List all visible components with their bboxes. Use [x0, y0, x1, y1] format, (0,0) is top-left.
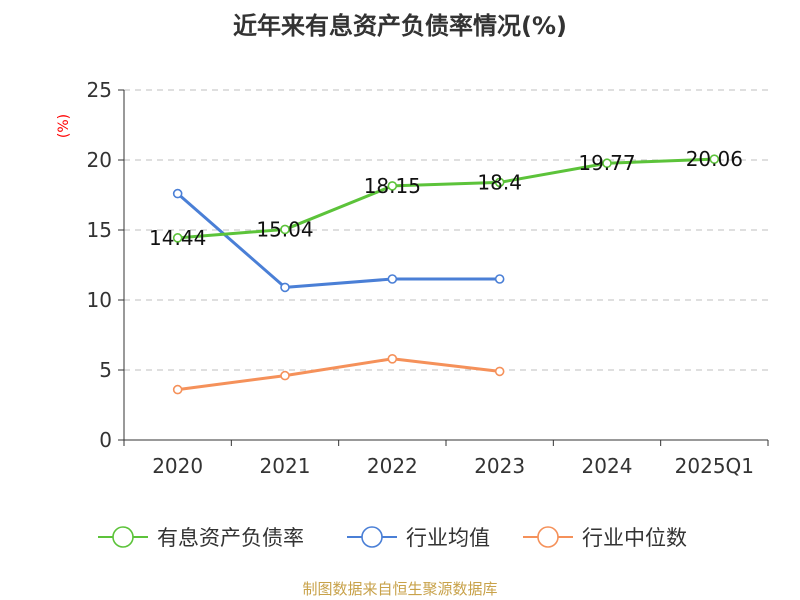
data-point: [280, 370, 290, 381]
axes: 0 5 10 15 20 25 2020 2021 2022 2023 2024 2025Q1: [87, 78, 769, 478]
data-point: [387, 181, 398, 191]
data-point: [387, 353, 398, 364]
legend-item[interactable]: 行业中位数: [523, 526, 687, 550]
x-tick-label: 2022: [367, 454, 418, 478]
data-labels: 14.44 15.04 18.15 18.4 19.77 20.06: [149, 147, 743, 250]
legend-label: 行业均值: [406, 526, 490, 550]
data-point: [494, 177, 505, 188]
data-label: 19.77: [578, 151, 635, 175]
grid-lines: [124, 89, 768, 371]
data-label: 18.15: [364, 174, 421, 198]
data-label: 18.4: [477, 170, 522, 194]
x-tick-label: 2020: [152, 454, 203, 478]
legend-marker: [112, 526, 134, 548]
source-note: 制图数据来自恒生聚源数据库: [302, 580, 497, 598]
data-point: [494, 274, 505, 284]
chart-title: 近年来有息资产负债率情况(%): [233, 12, 567, 40]
data-point: [172, 188, 183, 199]
series-line-2: [177, 357, 500, 392]
y-tick-label: 10: [87, 288, 112, 312]
data-point: [494, 366, 505, 377]
data-point: [172, 384, 183, 395]
data-point: [280, 224, 290, 235]
y-tick-label: 25: [87, 78, 112, 102]
data-label: 15.04: [256, 217, 313, 241]
x-tick-label: 2025Q1: [675, 454, 754, 478]
x-tick-label: 2021: [260, 454, 311, 478]
y-tick-label: 5: [99, 358, 112, 382]
series-line-0: [177, 157, 715, 240]
x-tick-label: 2024: [582, 454, 633, 478]
data-point: [602, 158, 612, 169]
data-label: 20.06: [686, 147, 743, 171]
series-lines: [176, 157, 715, 392]
series-line-1: [176, 192, 500, 289]
series-points: [172, 154, 720, 395]
legend-label: 行业中位数: [582, 526, 687, 550]
legend-item[interactable]: 行业均值: [347, 526, 490, 550]
y-tick-label: 0: [99, 428, 112, 452]
data-point: [172, 233, 183, 243]
data-point: [387, 274, 398, 284]
data-point: [280, 282, 290, 293]
y-axis-unit-label: (%): [56, 114, 72, 138]
legend-marker: [537, 526, 559, 548]
data-label: 14.44: [149, 226, 206, 250]
legend-marker: [361, 526, 383, 548]
legend-label: 有息资产负债率: [157, 526, 304, 550]
legend[interactable]: 有息资产负债率 行业均值 行业中位数: [98, 526, 687, 550]
data-point: [709, 154, 720, 164]
x-tick-label: 2023: [474, 454, 525, 478]
y-tick-label: 15: [87, 218, 112, 242]
legend-item[interactable]: 有息资产负债率: [98, 526, 304, 550]
y-tick-label: 20: [87, 148, 112, 172]
